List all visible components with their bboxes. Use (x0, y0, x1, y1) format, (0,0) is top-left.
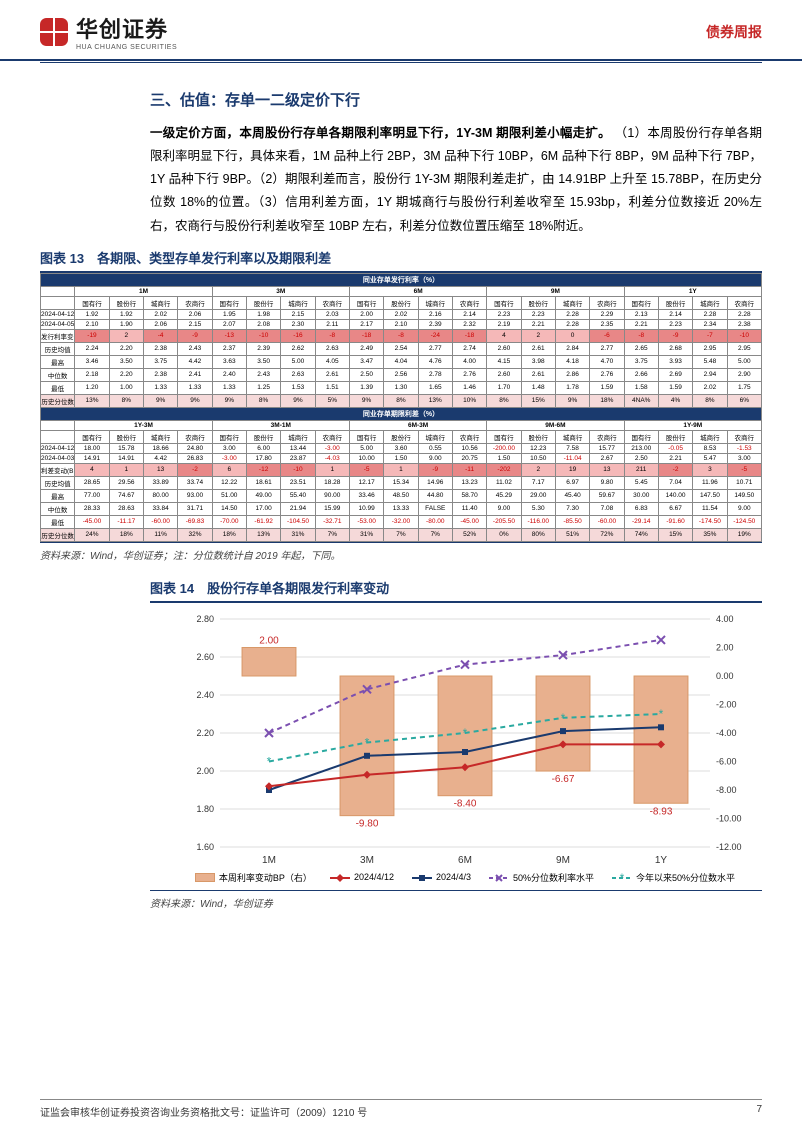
svg-text:-2.00: -2.00 (716, 699, 737, 709)
t13-band1: 同业存单发行利率（%） (41, 273, 762, 286)
section-title: 三、估值：存单一二级定价下行 (150, 89, 762, 110)
svg-text:2.20: 2.20 (196, 728, 214, 738)
t13-perc-2: 历史分位数24%18%11%32%18%13%31%7%31%7%7%52%0%… (41, 528, 762, 541)
svg-text:-8.00: -8.00 (716, 785, 737, 795)
t13-group-row-1: 1M 3M 6M 9M 1Y (41, 286, 762, 296)
chart14-legend: 本周利率变动BP（右） 2024/4/12 2024/4/3 50%分位数利率水… (170, 871, 760, 884)
svg-text:*: * (561, 710, 566, 724)
fig13-source: 资料来源：Wind，华创证券；注：分位数统计自 2019 年起，下同。 (40, 547, 762, 562)
t13-sub-row-2: 国有行股份行城商行农商行国有行股份行城商行农商行国有行股份行城商行农商行国有行股… (41, 430, 762, 443)
svg-text:4.00: 4.00 (716, 614, 734, 624)
svg-text:*: * (659, 707, 664, 721)
svg-text:2.60: 2.60 (196, 652, 214, 662)
svg-text:-4.00: -4.00 (716, 728, 737, 738)
svg-text:2.00: 2.00 (259, 635, 279, 646)
svg-text:*: * (620, 873, 625, 883)
svg-text:1Y: 1Y (655, 855, 668, 866)
svg-text:-10.00: -10.00 (716, 813, 742, 823)
fig14-source: 资料来源：Wind，华创证券 (150, 895, 762, 910)
t13-sub-row-1: 国有行股份行城商行农商行国有行股份行城商行农商行国有行股份行城商行农商行国有行股… (41, 296, 762, 309)
t13-perc-1: 历史分位数13%8%9%9%9%8%9%5%9%8%13%10%8%15%9%1… (41, 394, 762, 407)
svg-text:2.00: 2.00 (716, 642, 734, 652)
svg-text:2.00: 2.00 (196, 766, 214, 776)
logo-text-en: HUA CHUANG SECURITIES (76, 44, 177, 51)
svg-text:6M: 6M (458, 855, 472, 866)
legend-l1: 2024/4/12 (330, 871, 394, 884)
legend-l2: 2024/4/3 (412, 871, 471, 884)
t13-group-row-2: 1Y-3M 3M-1M 6M-3M 9M-6M 1Y-9M (41, 420, 762, 430)
svg-text:1M: 1M (262, 855, 276, 866)
logo-text-cn: 华创证券 (76, 12, 177, 44)
logo-icon (40, 18, 68, 46)
svg-text:1.80: 1.80 (196, 804, 214, 814)
legend-bar: 本周利率变动BP（右） (195, 871, 312, 884)
svg-text:-6.00: -6.00 (716, 756, 737, 766)
svg-text:1.60: 1.60 (196, 842, 214, 852)
content: 三、估值：存单一二级定价下行 一级定价方面，本周股份行存单各期限利率明显下行，1… (0, 63, 802, 910)
svg-text:2.80: 2.80 (196, 614, 214, 624)
logo: 华创证券 HUA CHUANG SECURITIES (40, 12, 177, 51)
svg-text:-8.40: -8.40 (454, 798, 477, 809)
fig14-title: 图表 14 股份行存单各期限发行利率变动 (150, 578, 762, 597)
svg-text:-9.80: -9.80 (356, 818, 379, 829)
svg-text:*: * (267, 754, 272, 768)
fig14-top-rule (150, 601, 762, 603)
para1-body: （1）本周股份行存单各期限利率明显下行，具体来看，1M 品种上行 2BP，3M … (150, 126, 762, 233)
t13-band2: 同业存单期限利差（%） (41, 407, 762, 420)
paragraph-1: 一级定价方面，本周股份行存单各期限利率明显下行，1Y-3M 期限利差小幅走扩。 … (150, 122, 762, 238)
page-number: 7 (756, 1104, 762, 1119)
svg-text:-12.00: -12.00 (716, 842, 742, 852)
svg-text:-8.93: -8.93 (650, 806, 673, 817)
svg-text:3M: 3M (360, 855, 374, 866)
svg-text:*: * (463, 726, 468, 740)
footer-left: 证监会审核华创证券投资咨询业务资格批文号：证监许可（2009）1210 号 (40, 1104, 367, 1119)
svg-text:2.40: 2.40 (196, 690, 214, 700)
fig13-bot-rule (40, 542, 762, 543)
fig14-bot-rule (150, 890, 762, 891)
report-type: 债券周报 (706, 22, 762, 42)
svg-text:0.00: 0.00 (716, 671, 734, 681)
legend-l4: *今年以来50%分位数水平 (612, 871, 735, 884)
table-13: 同业存单发行利率（%） 1M 3M 6M 9M 1Y 国有行股份行城商行农商行国… (40, 273, 762, 542)
svg-text:9M: 9M (556, 855, 570, 866)
svg-text:*: * (365, 735, 370, 749)
page-header: 华创证券 HUA CHUANG SECURITIES 债券周报 (0, 0, 802, 61)
para1-lead: 一级定价方面，本周股份行存单各期限利率明显下行，1Y-3M 期限利差小幅走扩。 (150, 126, 611, 140)
svg-text:-6.67: -6.67 (552, 774, 575, 785)
legend-l3: 50%分位数利率水平 (489, 871, 594, 884)
chart14-svg: 2.80 2.60 2.40 2.20 2.00 1.80 1.60 4.00 2.00 0.00… (170, 609, 760, 869)
chart-14: 2.80 2.60 2.40 2.20 2.00 1.80 1.60 4.00 2.00 0.00… (170, 609, 760, 869)
fig13-title: 图表 13 各期限、类型存单发行利率以及期限利差 (40, 248, 762, 267)
page-footer: 证监会审核华创证券投资咨询业务资格批文号：证监许可（2009）1210 号 7 (40, 1099, 762, 1119)
